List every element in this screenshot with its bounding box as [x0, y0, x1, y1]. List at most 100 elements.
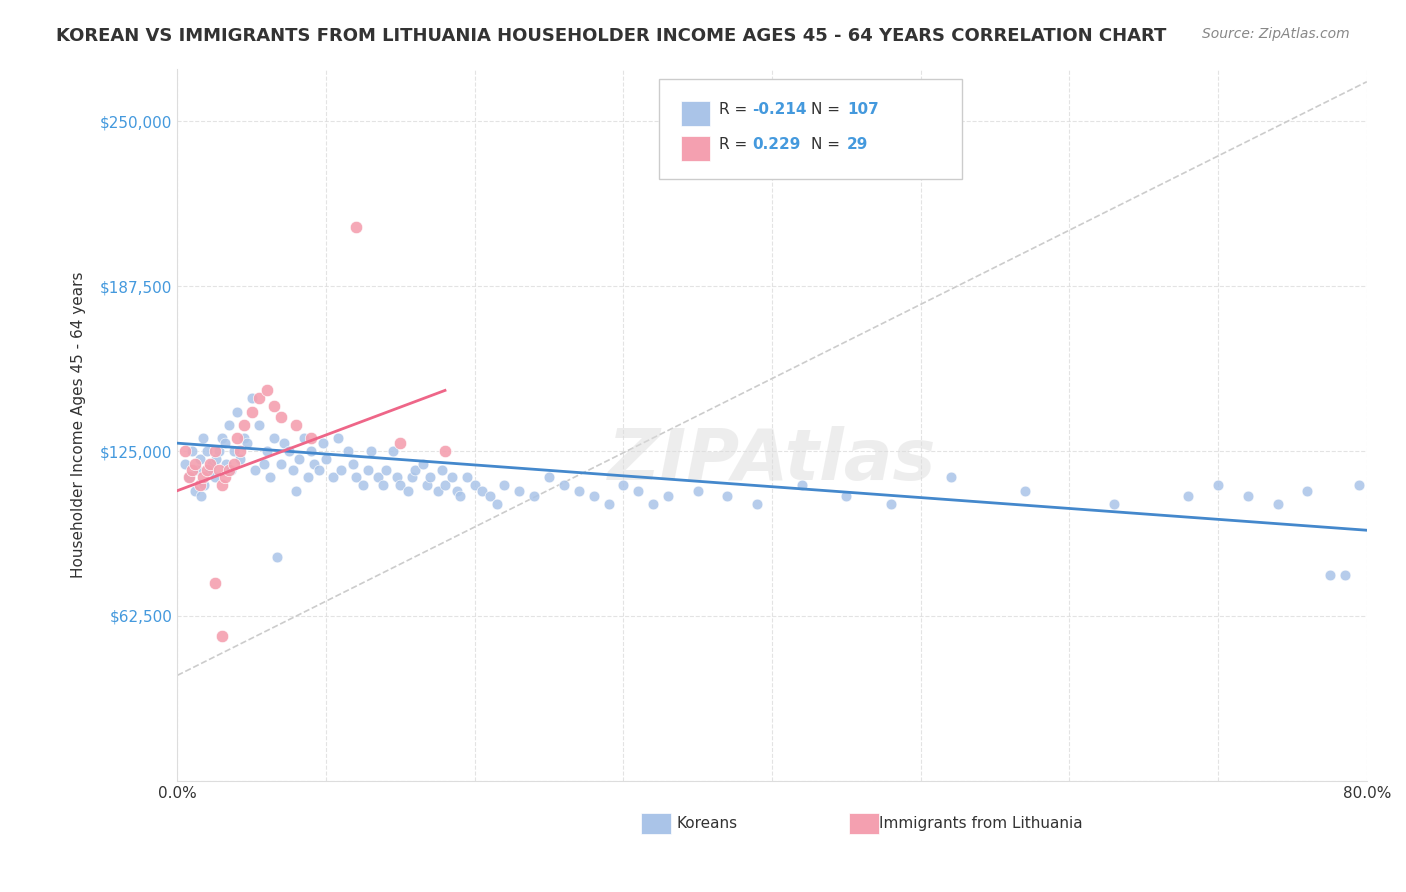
Point [236, 436, 259, 450]
Point [1296, 483, 1319, 498]
Point [627, 483, 650, 498]
Point [243, 462, 266, 476]
Point [229, 444, 252, 458]
Text: 0.229: 0.229 [752, 137, 800, 153]
Point [612, 478, 634, 492]
Point [214, 470, 236, 484]
Point [211, 629, 233, 643]
Point [344, 219, 367, 234]
Point [186, 462, 208, 476]
Point [184, 457, 207, 471]
Point [404, 462, 426, 476]
Point [426, 483, 449, 498]
Point [471, 483, 494, 498]
Point [478, 489, 501, 503]
Point [389, 436, 412, 450]
Point [329, 462, 352, 476]
Point [247, 417, 270, 432]
Point [285, 483, 308, 498]
Point [360, 444, 382, 458]
Text: Koreans: Koreans [676, 816, 738, 831]
Bar [641, 813, 671, 834]
Point [204, 576, 226, 591]
Point [508, 483, 530, 498]
Point [387, 470, 409, 484]
Point [195, 462, 218, 476]
Point [215, 457, 238, 471]
Point [1267, 497, 1289, 511]
Point [352, 478, 374, 492]
Point [357, 462, 380, 476]
Point [412, 457, 434, 471]
Point [374, 462, 396, 476]
Point [598, 497, 620, 511]
Point [568, 483, 591, 498]
Text: ZIPAtlas: ZIPAtlas [607, 425, 936, 495]
Point [371, 478, 394, 492]
Point [523, 489, 546, 503]
Point [252, 457, 274, 471]
Point [416, 478, 439, 492]
Point [218, 462, 240, 476]
Point [288, 452, 311, 467]
Point [292, 431, 315, 445]
Point [880, 497, 903, 511]
Point [553, 478, 575, 492]
Point [208, 462, 231, 476]
Point [218, 417, 240, 432]
Point [1177, 489, 1199, 503]
Point [179, 470, 201, 484]
Point [222, 444, 245, 458]
Point [494, 478, 516, 492]
Point [285, 417, 308, 432]
Point [1237, 489, 1260, 503]
Point [273, 436, 295, 450]
Point [225, 404, 247, 418]
Point [486, 497, 509, 511]
Point [247, 392, 270, 406]
Point [240, 404, 263, 418]
Text: KOREAN VS IMMIGRANTS FROM LITHUANIA HOUSEHOLDER INCOME AGES 45 - 64 YEARS CORREL: KOREAN VS IMMIGRANTS FROM LITHUANIA HOUS… [56, 27, 1167, 45]
Text: Immigrants from Lithuania: Immigrants from Lithuania [879, 816, 1083, 831]
Point [790, 478, 813, 492]
Text: 107: 107 [846, 103, 879, 118]
Point [214, 436, 236, 450]
Point [433, 478, 456, 492]
Point [233, 431, 256, 445]
Point [441, 470, 464, 484]
Text: 29: 29 [846, 137, 869, 153]
Point [939, 470, 962, 484]
Point [433, 444, 456, 458]
Bar [681, 136, 710, 161]
Point [208, 444, 231, 458]
Point [266, 549, 288, 564]
Point [396, 483, 419, 498]
Point [381, 444, 404, 458]
Point [1206, 478, 1229, 492]
Point [326, 431, 349, 445]
Point [179, 470, 201, 484]
Point [277, 444, 299, 458]
Point [188, 452, 211, 467]
Point [299, 444, 322, 458]
Text: N =: N = [811, 103, 845, 118]
Text: R =: R = [718, 137, 752, 153]
Point [190, 489, 212, 503]
Y-axis label: Householder Income Ages 45 - 64 years: Householder Income Ages 45 - 64 years [72, 271, 86, 578]
Point [456, 470, 478, 484]
Point [747, 497, 769, 511]
Point [367, 470, 389, 484]
Point [464, 478, 486, 492]
Point [538, 470, 561, 484]
Text: R =: R = [718, 103, 752, 118]
Bar [849, 813, 879, 834]
Point [233, 417, 256, 432]
Point [184, 483, 207, 498]
Point [657, 489, 679, 503]
Point [256, 444, 278, 458]
Point [204, 470, 226, 484]
Point [835, 489, 858, 503]
Point [1348, 478, 1371, 492]
Point [430, 462, 453, 476]
Point [344, 470, 367, 484]
